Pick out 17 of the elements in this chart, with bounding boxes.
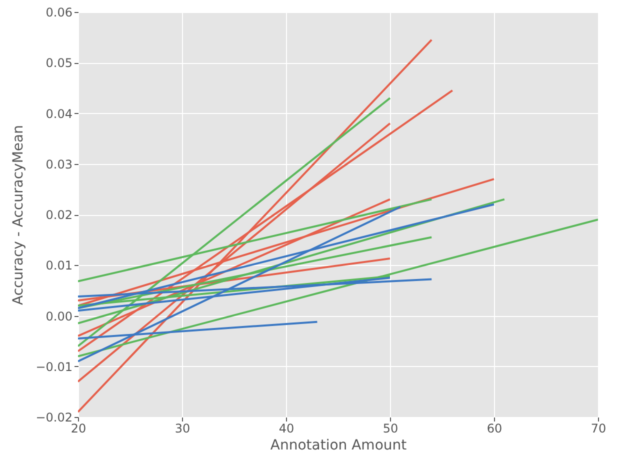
y-tick-label: 0.01 (46, 258, 72, 273)
y-tick-label: 0.03 (46, 157, 72, 172)
x-tick-label: 60 (486, 422, 502, 436)
x-tick-label: 30 (174, 422, 190, 436)
x-tick-label: 70 (590, 422, 606, 436)
x-axis-title: Annotation Amount (270, 438, 408, 454)
y-tick-label: 0.02 (46, 208, 72, 222)
y-axis-title: Accuracy - AccuracyMean (10, 125, 27, 305)
x-tick-label: 50 (382, 422, 398, 436)
y-tick-label: 0.00 (46, 309, 72, 324)
y-tick-label: −0.01 (36, 360, 72, 374)
y-tick-label: 0.06 (46, 6, 72, 20)
y-tick-label: 0.04 (46, 106, 72, 121)
y-tick-label: −0.02 (36, 410, 72, 424)
x-tick-label: 40 (278, 422, 294, 436)
x-tick-label: 20 (70, 422, 86, 436)
y-tick-label: 0.05 (46, 56, 72, 70)
